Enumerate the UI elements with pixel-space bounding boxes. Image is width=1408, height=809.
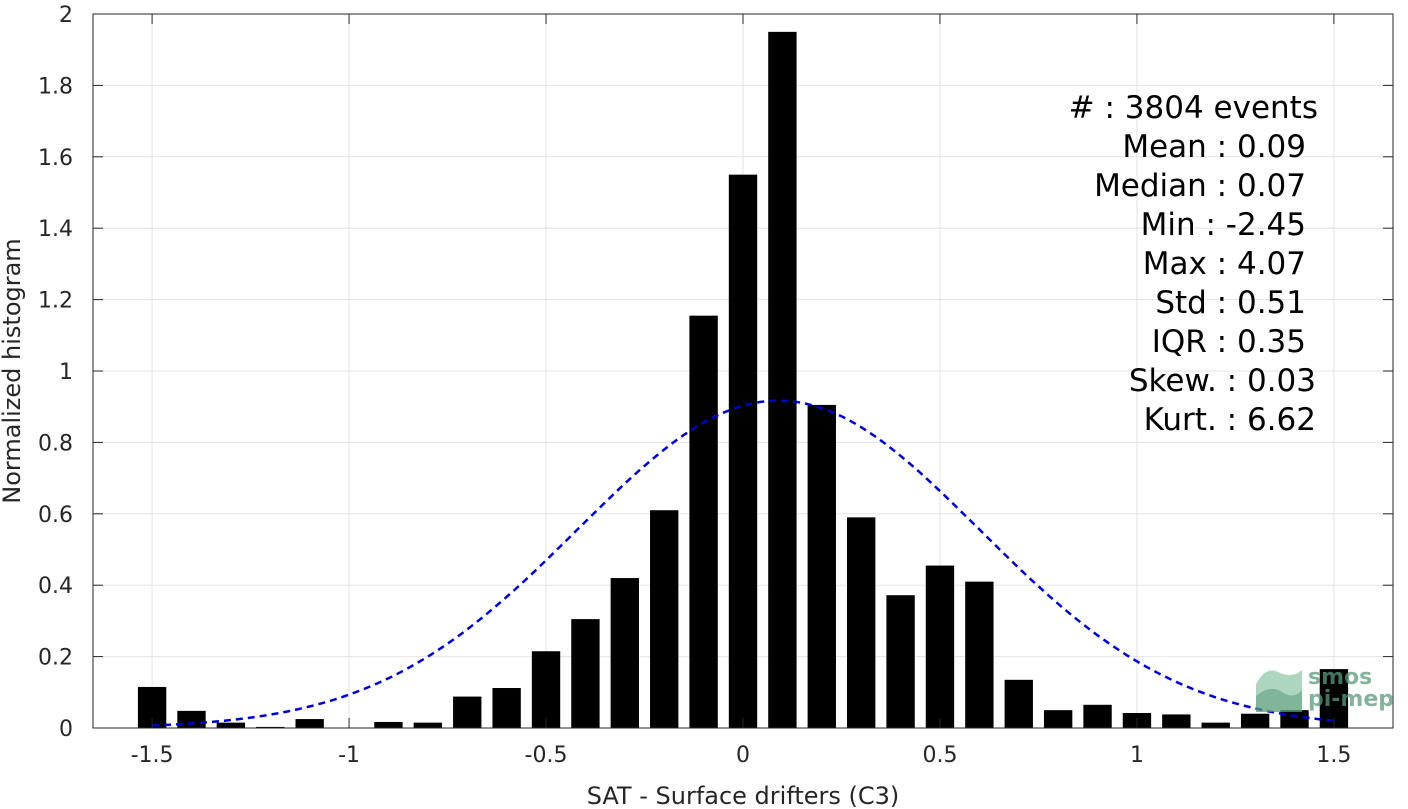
y-axis-label: Normalized histogram xyxy=(0,238,26,503)
logo-line1: smos xyxy=(1308,665,1372,690)
x-axis-ticks: -1.5 -1 -0.5 0 0.5 1 1.5 xyxy=(131,14,1351,768)
histogram-bar xyxy=(965,581,994,728)
histogram-bar xyxy=(413,722,443,728)
stat-line: Max : 4.07 xyxy=(1143,246,1306,282)
x-tick-label: 1 xyxy=(1130,743,1144,768)
histogram-bar xyxy=(256,726,285,728)
histogram-bar xyxy=(1083,704,1112,728)
y-tick-label: 0.2 xyxy=(38,646,73,671)
histogram-bar xyxy=(728,174,758,728)
stat-line: Median : 0.07 xyxy=(1094,168,1306,204)
y-tick-label: 1.8 xyxy=(38,74,73,99)
y-tick-label: 1.2 xyxy=(38,289,73,314)
stat-line: # : 3804 events xyxy=(1069,90,1318,126)
logo-wave-icon xyxy=(1256,670,1302,712)
y-tick-label: 1 xyxy=(59,360,73,385)
histogram-bar xyxy=(216,722,246,728)
histogram-bar xyxy=(610,578,639,728)
histogram-bar xyxy=(374,721,403,728)
histogram-bar xyxy=(807,404,836,728)
histogram-bar xyxy=(531,651,561,728)
histogram-bar xyxy=(650,510,679,728)
smos-pi-mep-logo: smos pi-mep xyxy=(1256,665,1394,712)
histogram-bar xyxy=(689,315,718,728)
histogram-bar xyxy=(1043,710,1073,728)
histogram-bar xyxy=(886,595,915,728)
histogram-bar xyxy=(1004,679,1033,728)
histogram-bar xyxy=(1280,710,1309,728)
stat-line: IQR : 0.35 xyxy=(1152,324,1306,360)
histogram-bar xyxy=(1240,713,1270,728)
histogram-bar xyxy=(768,31,797,729)
histogram-bar xyxy=(453,696,482,728)
histogram-bar xyxy=(571,619,600,728)
histogram-bar xyxy=(925,565,955,728)
histogram-bar xyxy=(492,688,521,728)
y-tick-label: 1.4 xyxy=(38,217,73,242)
stat-line: Std : 0.51 xyxy=(1155,285,1306,321)
histogram-bar xyxy=(1201,722,1230,728)
stat-line: Skew. : 0.03 xyxy=(1129,363,1316,399)
y-tick-label: 0.6 xyxy=(38,503,73,528)
x-tick-label: 0 xyxy=(736,743,750,768)
histogram-bar xyxy=(295,719,324,728)
histogram-bar xyxy=(847,517,876,728)
logo-wave2-icon xyxy=(1256,688,1302,712)
histogram-bars xyxy=(137,31,1349,729)
logo-line2: pi-mep xyxy=(1308,687,1394,712)
y-tick-label: 0.8 xyxy=(38,431,73,456)
normal-fit-curve xyxy=(152,399,1335,727)
x-tick-label: -1 xyxy=(338,743,360,768)
histogram-bar xyxy=(177,710,206,728)
y-tick-label: 1.6 xyxy=(38,146,73,171)
y-tick-label: 0 xyxy=(59,717,73,742)
y-axis-ticks: 0 0.2 0.4 0.6 0.8 1 1.2 1.4 1.6 1.8 2 xyxy=(38,3,1393,742)
x-tick-label: -1.5 xyxy=(131,743,174,768)
stat-line: Min : -2.45 xyxy=(1141,207,1306,243)
histogram-bar xyxy=(1162,714,1191,728)
x-tick-label: 1.5 xyxy=(1316,743,1351,768)
x-tick-label: 0.5 xyxy=(922,743,957,768)
x-tick-label: -0.5 xyxy=(525,743,568,768)
y-tick-label: 0.4 xyxy=(38,574,73,599)
x-axis-label: SAT - Surface drifters (C3) xyxy=(587,782,900,809)
y-tick-label: 2 xyxy=(59,3,73,28)
stat-line: Kurt. : 6.62 xyxy=(1144,402,1316,438)
stat-line: Mean : 0.09 xyxy=(1122,129,1306,165)
